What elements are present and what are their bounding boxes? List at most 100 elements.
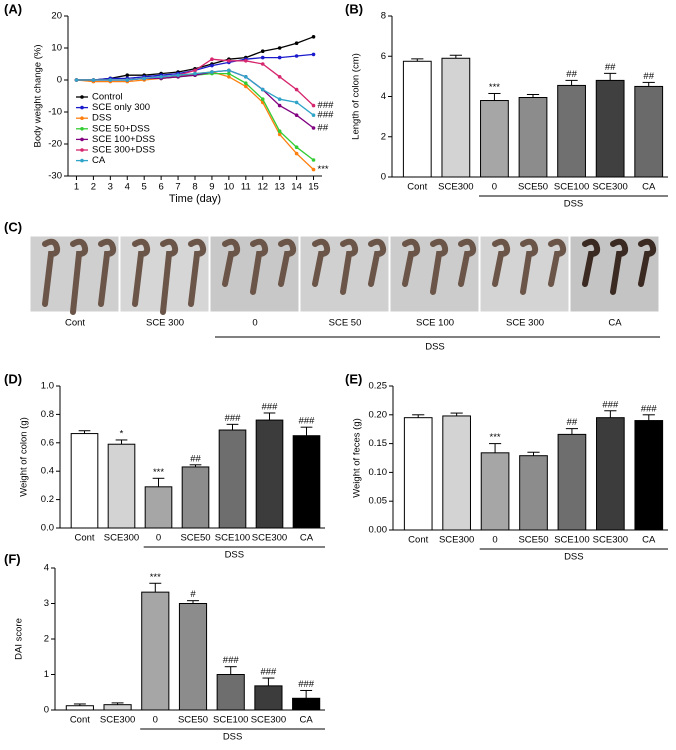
y-axis-title: DAI score: [14, 618, 25, 660]
significance-label: ##: [318, 123, 329, 134]
legend-marker: [80, 127, 84, 131]
y-axis-title: Length of colon (cm): [351, 53, 362, 140]
y-tick-label: -20: [48, 139, 62, 150]
legend-marker: [80, 158, 84, 163]
photo-label: Cont: [65, 318, 85, 329]
significance-label: ***: [489, 82, 500, 93]
colon-specimen: [458, 238, 477, 287]
data-point: [108, 78, 113, 82]
bar: [254, 685, 283, 711]
x-tick-label: SCE50: [178, 715, 208, 726]
y-tick-label: 4: [44, 563, 49, 574]
data-point: [294, 87, 299, 92]
y-tick-label: 10: [51, 43, 62, 54]
colon-specimen: [520, 238, 539, 295]
x-tick-label: 5: [142, 182, 147, 193]
x-tick-label: 1: [74, 182, 79, 193]
significance-label: ##: [567, 417, 578, 428]
data-point: [142, 76, 146, 81]
photo-label: SCE 300: [146, 318, 184, 329]
data-point: [311, 35, 316, 39]
y-axis-title: Weight of feces (g): [352, 418, 363, 498]
y-tick-label: 0.05: [369, 496, 388, 507]
y-tick-label: 0: [381, 172, 386, 183]
x-tick-label: Cont: [70, 715, 90, 726]
data-point: [210, 63, 214, 68]
x-tick-label: 7: [175, 182, 180, 193]
legend-label: CA: [92, 155, 106, 166]
y-tick-label: 20: [51, 11, 62, 22]
photo-label: SCE 300: [506, 318, 544, 329]
x-tick-label: SCE300: [252, 533, 287, 544]
bar: [441, 57, 471, 178]
data-point: [294, 41, 299, 45]
x-tick-label: 3: [108, 182, 113, 193]
y-tick-label: 0: [57, 75, 62, 86]
photo-label: SCE 100: [416, 318, 454, 329]
x-tick-label: Cont: [74, 533, 94, 544]
data-point: [311, 52, 316, 57]
x-tick-label: SCE300: [100, 715, 135, 726]
y-tick-label: 4: [381, 91, 386, 102]
legend-marker: [80, 137, 84, 142]
data-point: [244, 75, 248, 79]
bar: [518, 97, 548, 178]
y-tick-label: 0.8: [41, 409, 54, 420]
x-tick-label: 2: [91, 182, 96, 193]
bar: [480, 100, 509, 178]
x-tick-label: CA: [642, 535, 656, 546]
data-point: [210, 70, 214, 74]
data-point: [125, 73, 130, 77]
data-point: [260, 55, 265, 60]
bar: [216, 674, 245, 711]
y-tick-label: 8: [381, 11, 386, 22]
x-tick-label: 15: [308, 182, 319, 193]
colon-specimen: [402, 238, 421, 287]
colon-specimen: [638, 238, 657, 287]
data-point: [227, 68, 231, 73]
x-tick-label: SCE50: [180, 533, 210, 544]
x-tick-label: SCE50: [518, 182, 548, 193]
significance-label: ***: [490, 432, 501, 443]
data-point: [294, 54, 299, 58]
bar: [480, 452, 510, 531]
data-point: [311, 103, 316, 108]
x-tick-label: CA: [642, 182, 656, 193]
data-point: [311, 167, 316, 172]
x-tick-label: 0: [492, 182, 497, 193]
significance-label: ###: [298, 679, 315, 690]
data-point: [227, 75, 231, 79]
photo-label: 0: [252, 318, 257, 329]
bar: [107, 443, 136, 529]
x-tick-label: SCE100: [213, 715, 248, 726]
x-tick-label: SCE300: [251, 715, 286, 726]
bar: [596, 417, 625, 531]
significance-label: ##: [605, 62, 616, 73]
x-tick-label: 0: [153, 715, 158, 726]
photo-label: SCE 50: [329, 318, 362, 329]
data-point: [244, 59, 248, 63]
x-tick-label: 8: [192, 182, 197, 193]
bar: [141, 591, 170, 711]
panel-label: (D): [4, 371, 22, 386]
x-tick-label: Cont: [408, 535, 428, 546]
significance-label: ###: [225, 413, 242, 424]
x-tick-label: SCE300: [592, 182, 627, 193]
x-tick-label: Cont: [407, 182, 427, 193]
x-tick-label: CA: [300, 533, 314, 544]
data-point: [91, 78, 96, 82]
colon-specimen: [368, 238, 387, 287]
bar: [557, 84, 586, 178]
x-tick-label: 0: [156, 533, 161, 544]
data-point: [277, 129, 282, 133]
bar: [181, 466, 210, 529]
data-point: [277, 132, 282, 137]
photo-label: CA: [608, 318, 622, 329]
colon-specimen: [98, 238, 117, 307]
bar: [402, 60, 432, 178]
data-point: [244, 81, 248, 85]
significance-label: ###: [318, 110, 335, 121]
y-tick-label: 0: [44, 705, 49, 716]
colon-specimen: [312, 238, 331, 287]
data-point: [277, 75, 282, 79]
